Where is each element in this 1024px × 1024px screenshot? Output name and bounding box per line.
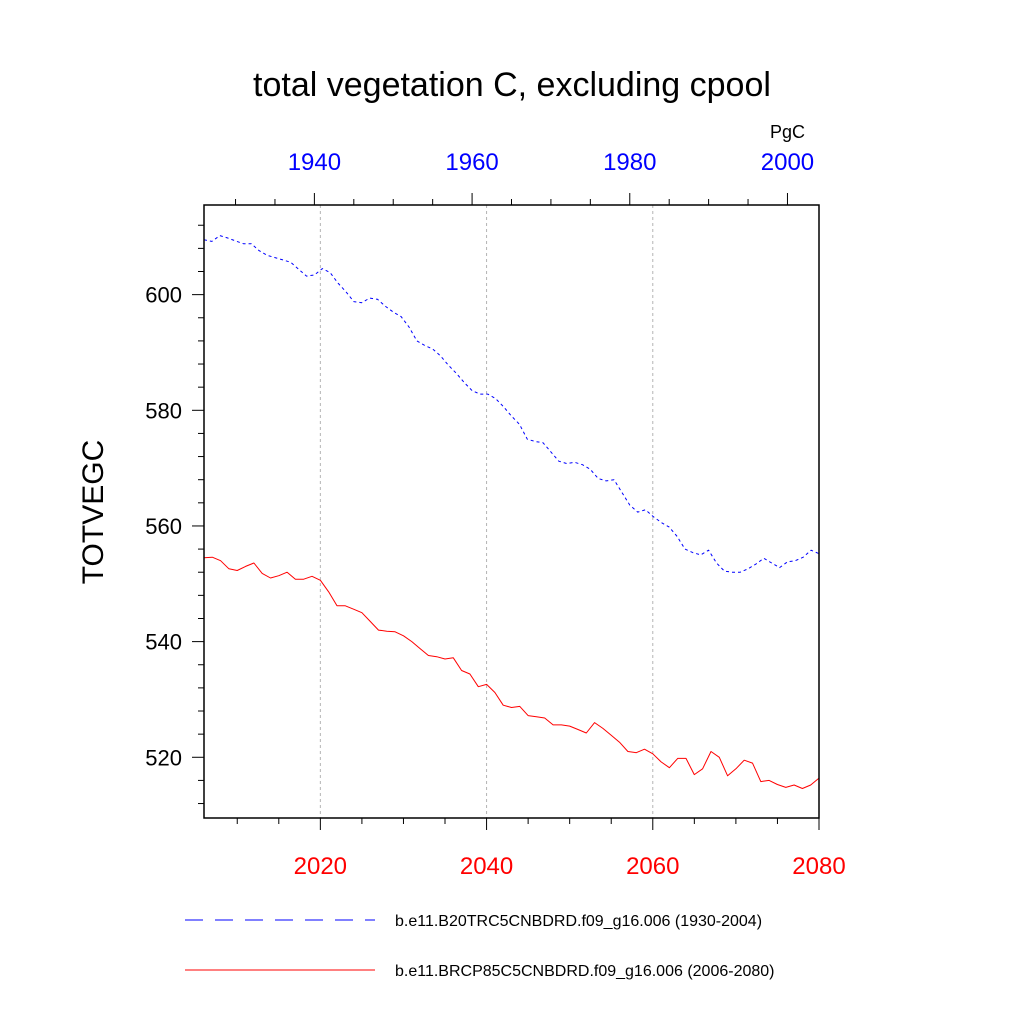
- x-bottom-tick-label: 2020: [294, 853, 347, 880]
- units-label: PgC: [770, 122, 805, 142]
- grid-lines: [319, 205, 654, 818]
- x-top-tick-label: 1940: [288, 149, 341, 176]
- legend-label-historical: b.e11.B20TRC5CNBDRD.f09_g16.006 (1930-20…: [395, 913, 762, 930]
- axes: 520 540 560 580 600 2020 2040 2060 2080 1940 1960 1…: [145, 149, 845, 880]
- x-top-tick-label: 1980: [603, 149, 656, 176]
- x-bottom-tick-label: 2060: [626, 853, 679, 880]
- x-top-tick-label: 1960: [445, 149, 498, 176]
- plot-frame: [203, 204, 820, 819]
- x-bottom-tick-label: 2040: [460, 853, 513, 880]
- legend: b.e11.B20TRC5CNBDRD.f09_g16.006 (1930-20…: [185, 913, 774, 980]
- y-tick-label: 600: [145, 283, 182, 308]
- y-tick-label: 560: [145, 514, 182, 539]
- series-line-historical: [203, 235, 820, 573]
- x-top-tick-label: 2000: [761, 149, 814, 176]
- legend-label-rcp85: b.e11.BRCP85C5CNBDRD.f09_g16.006 (2006-2…: [395, 963, 774, 980]
- y-axis-label: TOTVEGC: [77, 440, 110, 584]
- series-lines: [203, 235, 820, 789]
- y-tick-label: 580: [145, 398, 182, 423]
- y-tick-label: 520: [145, 745, 182, 770]
- x-bottom-tick-label: 2080: [792, 853, 845, 880]
- chart-title: total vegetation C, excluding cpool: [253, 66, 771, 104]
- y-tick-label: 540: [145, 630, 182, 655]
- series-line-rcp85: [203, 556, 820, 789]
